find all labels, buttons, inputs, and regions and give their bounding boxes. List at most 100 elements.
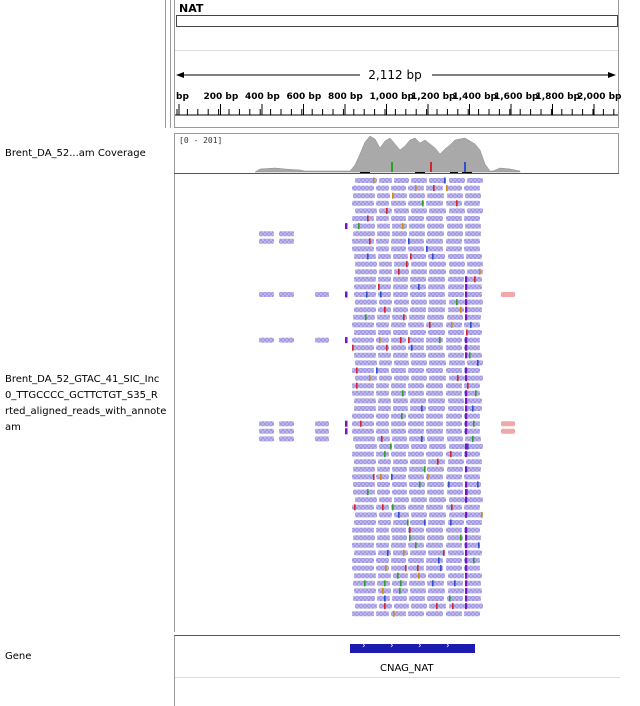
aligned-read: [352, 611, 374, 617]
read-mismatch: [460, 534, 462, 541]
aligned-read: [354, 284, 376, 290]
aligned-read: [408, 383, 424, 389]
aligned-read: [464, 322, 480, 328]
aligned-read: [466, 284, 482, 290]
aligned-read: [378, 398, 391, 404]
aligned-read: [465, 580, 481, 586]
read-mismatch: [418, 572, 420, 579]
aligned-read: [464, 246, 480, 252]
read-mismatch: [456, 200, 458, 207]
read-mismatch: [465, 397, 468, 404]
aligned-read: [464, 238, 480, 244]
read-mismatch: [397, 572, 399, 579]
coverage-track[interactable]: [0 - 201]: [174, 133, 619, 174]
aligned-read: [391, 542, 406, 548]
read-mismatch: [439, 337, 441, 344]
aligned-read: [465, 231, 481, 237]
aligned-read: [426, 558, 443, 563]
ruler-tick-label: 800 bp: [328, 92, 363, 102]
read-mismatch: [473, 557, 475, 564]
aligned-read: [279, 421, 294, 427]
read-mismatch: [456, 299, 458, 306]
aligned-read: [446, 345, 462, 351]
aligned-read: [392, 596, 407, 601]
span-label: 2,112 bp: [368, 68, 422, 82]
aligned-read: [426, 474, 443, 480]
read-mismatch: [465, 496, 468, 503]
aligned-read: [448, 459, 464, 465]
aligned-read: [426, 504, 443, 510]
aligned-read: [446, 558, 462, 563]
aligned-read: [378, 276, 391, 282]
gene-track-label: Gene: [5, 651, 32, 662]
read-mismatch: [345, 420, 348, 427]
aligned-read: [392, 580, 407, 586]
aligned-read: [410, 307, 426, 313]
read-mismatch: [366, 291, 368, 298]
read-mismatch: [408, 238, 410, 245]
aligned-read: [428, 573, 445, 579]
ruler-panel[interactable]: NAT 2,112 bp bp 200 bp 400 bp 600 bp 800 bp 1…: [174, 0, 622, 128]
aligned-read: [352, 527, 374, 533]
aligned-read: [408, 413, 424, 419]
aligned-read: [447, 223, 463, 229]
ruler-tick-label: 2,000 bp: [577, 92, 622, 102]
aligned-read: [467, 261, 483, 267]
aligned-read: [446, 238, 462, 244]
aligned-read: [315, 337, 329, 343]
aligned-read: [410, 352, 426, 358]
read-mismatch: [387, 549, 389, 556]
aligned-read: [446, 383, 462, 389]
aligned-read: [448, 330, 464, 335]
aligned-read: [410, 276, 426, 282]
aligned-read: [352, 504, 374, 510]
aligned-read: [376, 413, 389, 419]
aligned-read: [408, 527, 424, 533]
aligned-read: [465, 223, 481, 229]
aligned-read: [464, 383, 480, 389]
aligned-read: [354, 520, 376, 525]
aligned-read: [410, 520, 426, 525]
aligned-read: [411, 375, 427, 381]
aligned-read: [379, 512, 392, 518]
alignment-label-line-4: am: [5, 422, 21, 433]
read-mismatch: [465, 428, 468, 435]
aligned-read: [354, 550, 376, 556]
read-mismatch: [451, 504, 453, 511]
read-mismatch: [465, 603, 468, 610]
aligned-read: [428, 459, 445, 465]
aligned-read: [428, 330, 445, 335]
aligned-read: [377, 535, 390, 541]
read-mismatch: [436, 603, 438, 610]
aligned-read: [376, 368, 389, 373]
read-mismatch: [465, 481, 468, 488]
read-mismatch: [384, 580, 386, 587]
alignment-track[interactable]: [174, 174, 618, 632]
aligned-read: [355, 360, 377, 366]
aligned-read: [408, 451, 424, 457]
aligned-read: [448, 588, 464, 594]
read-mismatch: [402, 390, 404, 397]
aligned-read: [466, 352, 482, 358]
read-mismatch: [422, 200, 424, 207]
aligned-read: [409, 596, 425, 601]
aligned-read: [376, 337, 389, 343]
aligned-read: [353, 489, 375, 495]
aligned-read: [448, 406, 464, 411]
aligned-read: [378, 459, 391, 465]
gene-track[interactable]: › › › › CNAG_NAT: [174, 635, 620, 706]
read-mismatch: [475, 390, 477, 397]
aligned-read: [464, 413, 480, 419]
aligned-read: [279, 337, 294, 343]
aligned-read: [353, 314, 375, 320]
read-mismatch: [473, 420, 475, 427]
aligned-read: [426, 246, 443, 252]
read-mismatch: [367, 253, 369, 260]
aligned-read: [446, 368, 462, 373]
read-mismatch: [470, 321, 472, 328]
aligned-read: [466, 254, 482, 259]
aligned-read: [449, 269, 465, 275]
gene-feature[interactable]: › › › ›: [350, 641, 475, 653]
read-mismatch: [424, 466, 426, 473]
aligned-read: [411, 261, 427, 267]
